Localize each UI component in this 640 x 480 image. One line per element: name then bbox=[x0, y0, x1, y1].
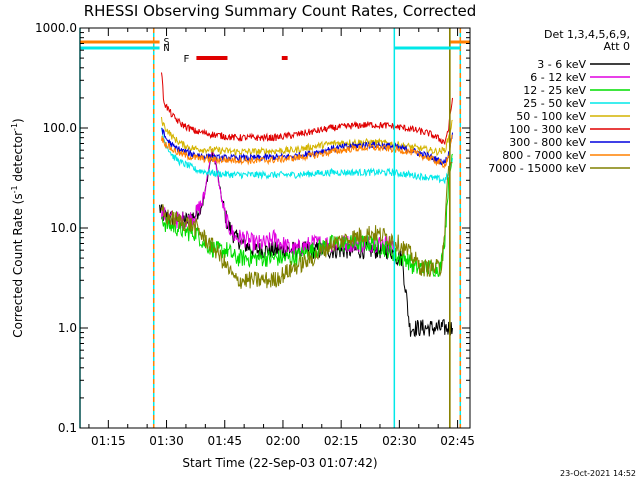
x-tick-label: 01:45 bbox=[207, 434, 242, 448]
series-line bbox=[161, 116, 453, 157]
y-axis-label: Corrected Count Rate (s-1 detector-1) bbox=[10, 118, 25, 337]
y-axis-label-sup: -1 bbox=[10, 123, 19, 131]
x-tick-label: 01:30 bbox=[149, 434, 184, 448]
x-tick-label: 02:45 bbox=[440, 434, 475, 448]
x-axis-label: Start Time (22-Sep-03 01:07:42) bbox=[182, 456, 377, 470]
series-line bbox=[161, 134, 453, 169]
y-axis: 1000.0 100.0 10.0 1.0 0.1 bbox=[35, 21, 470, 435]
x-tick-label: 01:15 bbox=[91, 434, 126, 448]
legend-label: 800 - 7000 keV bbox=[502, 149, 586, 162]
attenuator-bar bbox=[450, 40, 470, 44]
x-tick-label: 02:15 bbox=[324, 434, 359, 448]
flare-flag-bar bbox=[281, 56, 288, 60]
attenuator-bar bbox=[80, 46, 160, 50]
legend-label: 50 - 100 keV bbox=[516, 110, 586, 123]
attenuator-bar bbox=[394, 46, 461, 50]
status-flags: SN F bbox=[80, 37, 470, 65]
y-tick-label: 100.0 bbox=[43, 121, 77, 135]
series-line bbox=[161, 127, 453, 166]
flare-flag-label: F bbox=[183, 54, 189, 65]
legend-label: 100 - 300 keV bbox=[509, 123, 586, 136]
legend-header: Det 1,3,4,5,6,9, bbox=[544, 28, 630, 41]
y-tick-label: 10.0 bbox=[50, 221, 77, 235]
y-axis-label-part: detector bbox=[11, 131, 25, 186]
y-axis-label-part: Corrected Count Rate (s bbox=[11, 193, 25, 337]
legend-label: 25 - 50 keV bbox=[523, 97, 586, 110]
timestamp: 23-Oct-2021 14:52 bbox=[560, 469, 636, 478]
legend-label: 6 - 12 keV bbox=[530, 71, 586, 84]
legend-header: Att 0 bbox=[604, 40, 630, 53]
legend-label: 12 - 25 keV bbox=[523, 84, 586, 97]
y-tick-label: 1.0 bbox=[58, 321, 77, 335]
series-line bbox=[161, 161, 453, 289]
legend-label: 7000 - 15000 keV bbox=[488, 162, 586, 175]
y-tick-label: 1000.0 bbox=[35, 21, 77, 35]
series-line bbox=[161, 127, 453, 185]
legend-label: 300 - 800 keV bbox=[509, 136, 586, 149]
series-line bbox=[161, 72, 453, 146]
x-tick-label: 02:30 bbox=[382, 434, 417, 448]
legend-label: 3 - 6 keV bbox=[537, 58, 586, 71]
attenuator-label: N bbox=[164, 43, 170, 54]
attenuator-bar bbox=[80, 40, 160, 44]
x-axis: 01:15 01:30 01:45 02:00 02:15 02:30 02:45 bbox=[88, 28, 475, 448]
chart-title: RHESSI Observing Summary Count Rates, Co… bbox=[84, 2, 477, 20]
attenuator-label: S bbox=[164, 37, 170, 48]
data-traces bbox=[159, 72, 453, 338]
x-tick-label: 02:00 bbox=[266, 434, 301, 448]
y-axis-label-sup: -1 bbox=[10, 185, 19, 193]
flare-flag-bar bbox=[196, 56, 228, 60]
y-axis-label-part: ) bbox=[11, 118, 25, 123]
y-tick-label: 0.1 bbox=[58, 421, 77, 435]
